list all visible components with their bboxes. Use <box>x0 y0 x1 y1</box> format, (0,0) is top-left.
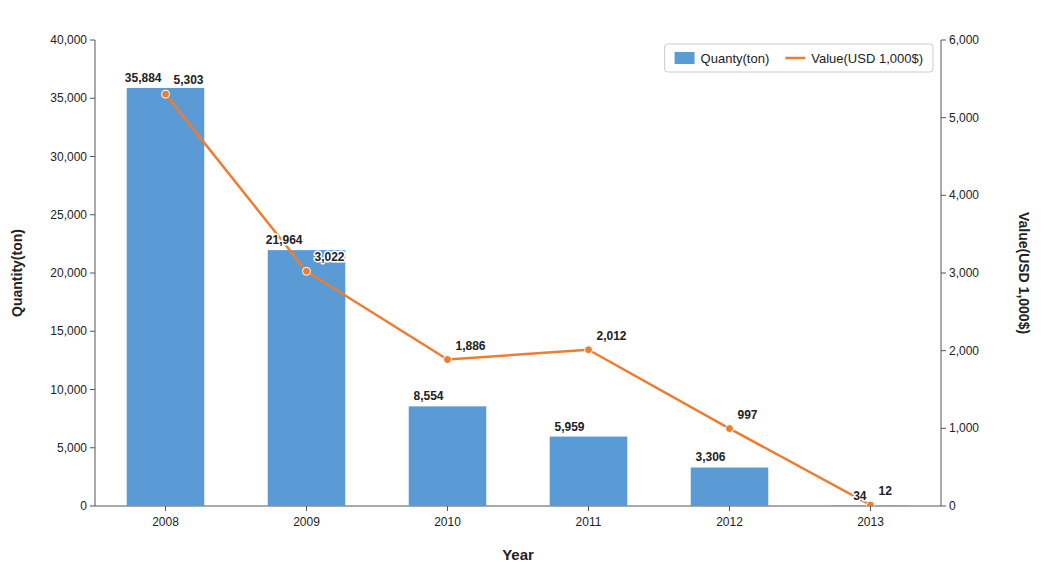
y-tick-label: 0 <box>80 499 87 513</box>
line-label: 1,886 <box>456 339 486 353</box>
y-tick <box>90 214 95 215</box>
x-tick <box>165 506 166 511</box>
y2-tick <box>941 350 946 351</box>
y2-tick-label: 5,000 <box>949 111 979 125</box>
y2-tick <box>941 40 946 41</box>
y-tick-label: 35,000 <box>50 91 87 105</box>
line-point <box>585 346 593 354</box>
x-tick-label: 2013 <box>857 515 884 529</box>
y-tick-label: 5,000 <box>57 441 87 455</box>
y2-tick <box>941 428 946 429</box>
x-tick <box>870 506 871 511</box>
y-tick-label: 15,000 <box>50 324 87 338</box>
x-tick <box>306 506 307 511</box>
y-tick-label: 10,000 <box>50 383 87 397</box>
chart-container: 0 5,000 10,000 15,000 20,000 25,000 30,000 35,0… <box>0 0 1041 578</box>
y2-tick-label: 0 <box>949 499 956 513</box>
y-tick <box>90 389 95 390</box>
y2-tick-label: 6,000 <box>949 33 979 47</box>
line-point <box>726 425 734 433</box>
bar-label: 8,554 <box>413 389 443 403</box>
line-label: 997 <box>738 408 758 422</box>
y-tick-label: 40,000 <box>50 33 87 47</box>
x-axis-line <box>95 506 941 507</box>
y2-tick-label: 1,000 <box>949 421 979 435</box>
bar <box>409 406 487 506</box>
legend-swatch <box>675 52 695 64</box>
line-point <box>303 267 311 275</box>
plot-marks <box>127 88 910 506</box>
y-tick <box>90 506 95 507</box>
bar-label: 3,306 <box>695 450 725 464</box>
y-tick <box>90 447 95 448</box>
y-tick-label: 30,000 <box>50 150 87 164</box>
y-tick <box>90 273 95 274</box>
legend: Quanty(ton) Value(USD 1,000$) <box>665 44 933 72</box>
y-tick <box>90 331 95 332</box>
line-label: 3,022 <box>315 250 345 264</box>
y-tick <box>90 98 95 99</box>
y2-tick <box>941 117 946 118</box>
bar-label: 35,884 <box>125 71 162 85</box>
x-axis-label: Year <box>502 546 534 563</box>
legend-label: Value(USD 1,000$) <box>811 51 923 66</box>
line-label: 2,012 <box>597 329 627 343</box>
legend-swatch <box>785 57 805 60</box>
y2-tick <box>941 195 946 196</box>
bar <box>550 437 628 506</box>
x-tick-label: 2008 <box>152 515 179 529</box>
x-tick-label: 2011 <box>576 515 602 529</box>
bar <box>127 88 205 506</box>
bar-label: 34 <box>853 489 867 503</box>
y2-tick-label: 4,000 <box>949 188 979 202</box>
y2-tick-label: 2,000 <box>949 344 979 358</box>
bar <box>691 467 769 506</box>
y-tick <box>90 156 95 157</box>
x-tick <box>729 506 730 511</box>
y2-tick <box>941 506 946 507</box>
y-tick <box>90 40 95 41</box>
data-labels: 35,884 21,964 8,554 5,959 3,306 34 5,303 3,022 1… <box>125 71 892 503</box>
y2-tick-label: 3,000 <box>949 266 979 280</box>
chart-svg: 0 5,000 10,000 15,000 20,000 25,000 30,000 35,0… <box>0 0 1041 578</box>
y2-tick <box>941 273 946 274</box>
line-label: 5,303 <box>174 73 204 87</box>
x-tick <box>588 506 589 511</box>
legend-label: Quanty(ton) <box>701 51 770 66</box>
line-label: 12 <box>879 484 893 498</box>
line <box>166 94 871 505</box>
y-tick-label: 20,000 <box>50 266 87 280</box>
y2-axis-label: Value(USD 1,000$) <box>1016 212 1032 334</box>
line-point <box>867 501 875 506</box>
x-tick-label: 2010 <box>434 515 461 529</box>
legend-box <box>665 44 933 72</box>
x-tick <box>447 506 448 511</box>
y-axis-label: Quantity(ton) <box>9 229 25 317</box>
x-tick-label: 2009 <box>293 515 320 529</box>
bar-label: 21,964 <box>266 233 303 247</box>
line-point <box>444 356 452 364</box>
line-point <box>162 90 170 98</box>
x-tick-label: 2012 <box>716 515 743 529</box>
bar-label: 5,959 <box>554 420 584 434</box>
y-tick-label: 25,000 <box>50 208 87 222</box>
